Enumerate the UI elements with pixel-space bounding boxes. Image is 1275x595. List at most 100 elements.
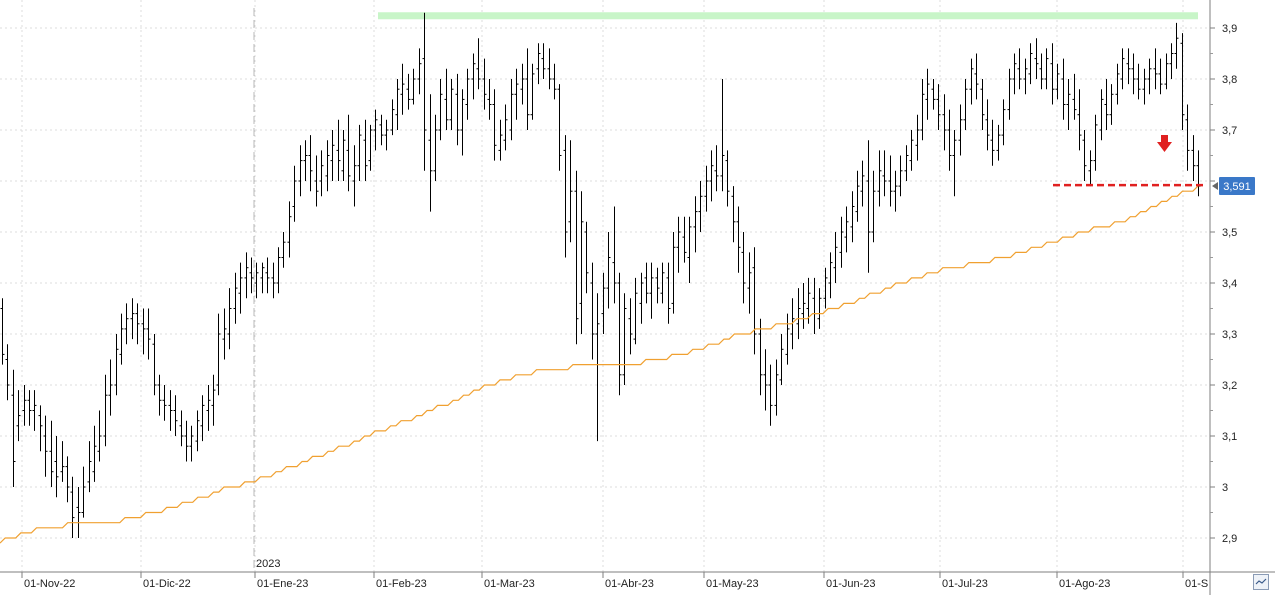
ohlc-bar (1061, 58, 1066, 120)
ohlc-bar (590, 262, 595, 360)
ohlc-bar (233, 272, 238, 324)
ohlc-bar (1169, 43, 1174, 79)
ohlc-bar (844, 206, 849, 253)
ohlc-bar (124, 303, 129, 345)
ohlc-bar (644, 262, 649, 304)
last-price-tag: 3,591 (1212, 177, 1255, 195)
ohlc-bar (796, 288, 801, 340)
ohlc-bar (584, 221, 589, 294)
ohlc-bar (476, 38, 481, 90)
ohlc-bar (1001, 99, 1006, 146)
ohlc-bar (227, 288, 232, 350)
x-tick-label: 01-Mar-23 (484, 578, 535, 590)
ohlc-bar (768, 364, 773, 426)
ohlc-bar (319, 150, 324, 197)
ohlc-bar (752, 247, 757, 355)
ohlc-bar (357, 124, 362, 181)
ohlc-bar (390, 99, 395, 136)
ohlc-bar (1055, 63, 1060, 100)
ohlc-bar (898, 155, 903, 197)
price-tag-background (1219, 177, 1255, 195)
ohlc-bar (498, 119, 503, 161)
ohlc-bar (525, 48, 530, 130)
ohlc-bar (32, 390, 37, 431)
ohlc-bar (1039, 53, 1044, 90)
ohlc-bar (774, 359, 779, 416)
ohlc-bar (287, 201, 292, 258)
ohlc-bar (49, 420, 54, 487)
ohlc-bar (990, 119, 995, 166)
x-axis-ticks: 01-Nov-22 01-Dic-22 01-Ene-23 01-Feb-23 01-M… (21, 572, 1208, 590)
ohlc-bar (16, 390, 21, 442)
ohlc-bar (314, 155, 319, 207)
ohlc-bar (422, 12, 427, 171)
grid (0, 0, 1210, 572)
ohlc-bar (38, 405, 43, 452)
ohlc-bar (482, 58, 487, 110)
ohlc-bar (1007, 68, 1012, 120)
ohlc-bar (433, 114, 438, 181)
ohlc-bar (471, 53, 476, 100)
ohlc-bar (162, 385, 167, 421)
ohlc-bar (536, 43, 541, 85)
ohlc-bar (189, 425, 194, 462)
zoom-toggle-button[interactable] (1253, 574, 1269, 590)
ohlc-bar (108, 359, 113, 416)
ohlc-bar (925, 68, 930, 120)
year-label: 2023 (256, 558, 280, 570)
ohlc-bar (1066, 79, 1071, 130)
ohlc-bar (141, 308, 146, 355)
ohlc-bar (720, 79, 725, 192)
ohlc-bar (1104, 79, 1109, 130)
y-tick-label: 3,7 (1222, 125, 1237, 137)
ohlc-bar (303, 140, 308, 181)
ohlc-bar (779, 334, 784, 385)
ohlc-bar (736, 206, 741, 273)
ohlc-bar (211, 374, 216, 426)
ohlc-bar (1044, 48, 1049, 90)
y-tick-label: 3,2 (1222, 380, 1237, 392)
ohlc-bar (417, 48, 422, 95)
ohlc-bar (346, 114, 351, 192)
ohlc-bar (1012, 53, 1017, 95)
ohlc-bar (1180, 33, 1185, 130)
ohlc-bar (855, 170, 860, 222)
ohlc-bar (920, 79, 925, 141)
ohlc-bar (709, 150, 714, 202)
ohlc-bar (1191, 135, 1196, 181)
ohlc-bar (574, 170, 579, 345)
ohlc-bar (487, 79, 492, 120)
ohlc-bar (1120, 48, 1125, 90)
ohlc-bar (888, 155, 893, 207)
ohlc-bar (996, 124, 1001, 161)
ohlc-bar (687, 216, 692, 283)
ohlc-bar (520, 63, 525, 105)
ohlc-bar (465, 68, 470, 120)
x-tick-label: 01-Ene-23 (257, 578, 308, 590)
ohlc-bar (806, 277, 811, 324)
ohlc-bar (22, 385, 27, 426)
ohlc-bar (606, 232, 611, 309)
ohlc-bar (969, 58, 974, 105)
ohlc-bar (833, 232, 838, 283)
ohlc-bar (936, 84, 941, 130)
ohlc-bar (503, 104, 508, 151)
ohlc-bar (671, 232, 676, 314)
ohlc-bar (676, 216, 681, 273)
ohlc-bar (612, 206, 617, 304)
ohlc-bar (352, 145, 357, 207)
ohlc-bar (238, 262, 243, 314)
x-tick-label: 01-Ago-23 (1059, 578, 1110, 590)
ohlc-bar (265, 257, 270, 294)
ohlc-bar (249, 257, 254, 294)
ohlc-bar (698, 181, 703, 232)
ohlc-bar (1093, 114, 1098, 171)
ohlc-bar (893, 170, 898, 212)
ohlc-bar (1131, 53, 1136, 95)
ohlc-bar (70, 476, 75, 538)
ohlc-bar (1109, 84, 1114, 125)
ohlc-bar (601, 272, 606, 334)
moving-average-line (0, 185, 1199, 544)
price-bars (0, 12, 1201, 538)
ohlc-bar (915, 114, 920, 161)
